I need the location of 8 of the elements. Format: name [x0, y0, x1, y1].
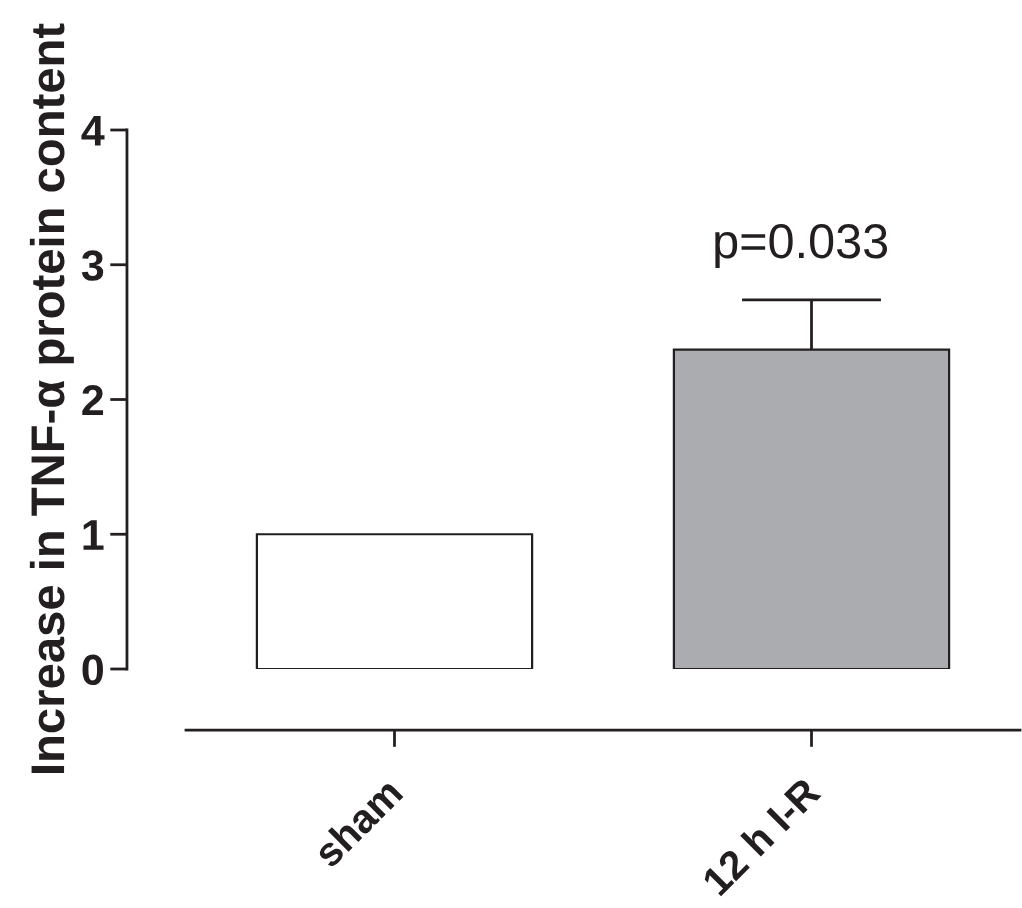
x-tick-label: 12 h I-R	[700, 775, 822, 897]
y-tick-label: 0	[82, 654, 103, 686]
y-axis-title: Increase in TNF-α protein content	[29, 23, 74, 773]
y-tick-label: 3	[81, 250, 104, 281]
annotation: p=0.033	[715, 224, 888, 269]
y-tick-label: 4	[81, 115, 105, 146]
y-tick-label: 1	[83, 520, 104, 550]
y-tick-label: 2	[82, 385, 104, 416]
